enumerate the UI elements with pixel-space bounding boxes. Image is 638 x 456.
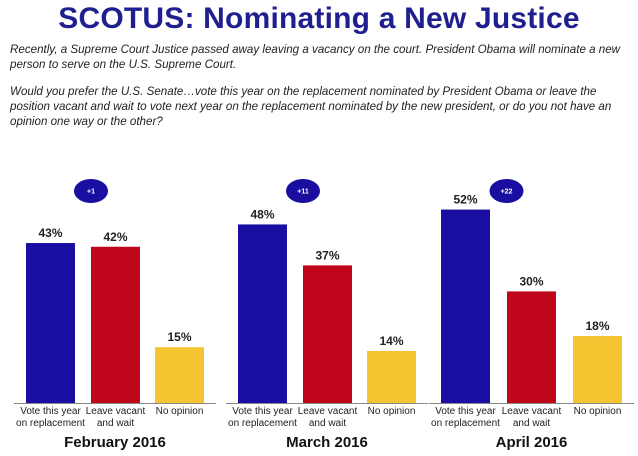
lead-badge-label: +22: [501, 189, 513, 196]
category-label: and wait: [309, 418, 346, 429]
data-label: 52%: [453, 193, 477, 207]
data-label: 48%: [250, 207, 274, 221]
bar: [367, 350, 416, 403]
chart-title: March 2016: [286, 434, 368, 451]
category-label: and wait: [513, 418, 550, 429]
category-label: Leave vacant: [86, 406, 146, 417]
bar: [155, 347, 204, 403]
category-label: Leave vacant: [298, 406, 358, 417]
bar: [507, 291, 556, 403]
page-title: SCOTUS: Nominating a New Justice: [58, 2, 580, 35]
category-label: No opinion: [574, 406, 622, 417]
bar: [573, 336, 622, 403]
category-label: No opinion: [368, 406, 416, 417]
category-label: on replacement: [16, 418, 85, 429]
lead-badge-label: +11: [297, 189, 309, 196]
chart-title: April 2016: [496, 434, 568, 451]
lead-badge-label: +1: [87, 189, 95, 196]
data-label: 43%: [38, 226, 62, 240]
data-label: 15%: [167, 330, 191, 344]
bar: [303, 265, 352, 403]
category-label: No opinion: [156, 406, 204, 417]
bar: [441, 209, 490, 403]
category-label: Vote this year: [232, 406, 293, 417]
chart-title: February 2016: [64, 434, 166, 451]
category-label: on replacement: [431, 418, 500, 429]
bar: [26, 243, 75, 403]
data-label: 42%: [103, 230, 127, 244]
data-label: 37%: [315, 248, 339, 262]
lead-badge: [74, 179, 108, 203]
question-text: Would you prefer the U.S. Senate…vote th…: [10, 85, 612, 128]
bar: [91, 246, 140, 403]
category-label: Vote this year: [435, 406, 496, 417]
data-label: 30%: [519, 274, 543, 288]
lead-badge: [489, 179, 524, 203]
category-label: on replacement: [228, 418, 297, 429]
bar: [238, 224, 287, 403]
lead-badge: [286, 179, 320, 203]
category-label: Vote this year: [20, 406, 81, 417]
data-label: 18%: [585, 319, 609, 333]
category-label: and wait: [97, 418, 134, 429]
intro-text: Recently, a Supreme Court Justice passed…: [10, 43, 621, 71]
category-label: Leave vacant: [502, 406, 562, 417]
data-label: 14%: [379, 334, 403, 348]
